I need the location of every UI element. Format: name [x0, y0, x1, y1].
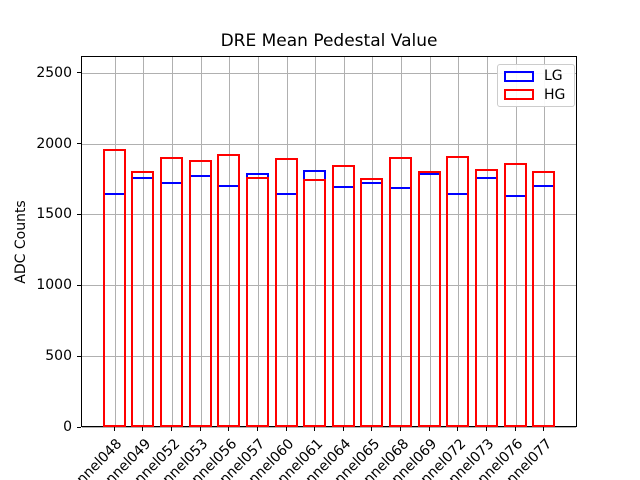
- v-gridline: [401, 57, 403, 426]
- x-tick-mark: [514, 427, 516, 431]
- lg-bar-swatch-icon: [504, 70, 534, 82]
- bar-hg-channel077: [532, 170, 556, 427]
- y-tick-label: 0: [63, 419, 72, 435]
- bar-hg-channel053: [188, 159, 212, 427]
- h-gridline: [82, 214, 576, 216]
- y-tick-label: 1000: [36, 277, 72, 294]
- bar-hg-channel049: [131, 171, 155, 427]
- bar-hg-channel069: [417, 171, 441, 427]
- x-tick-mark: [457, 427, 459, 431]
- x-tick-mark: [400, 427, 402, 431]
- v-gridline: [544, 57, 546, 426]
- v-gridline: [143, 57, 145, 426]
- v-gridline: [200, 57, 202, 426]
- v-gridline: [486, 57, 488, 426]
- v-gridline: [172, 57, 174, 426]
- v-gridline: [229, 57, 231, 426]
- bar-hg-channel073: [474, 168, 498, 427]
- x-tick-mark: [342, 427, 344, 431]
- y-tick-label: 1500: [36, 206, 72, 223]
- chart-title: DRE Mean Pedestal Value: [220, 31, 438, 51]
- x-tick-mark: [142, 427, 144, 431]
- bar-hg-channel052: [160, 157, 184, 427]
- v-gridline: [372, 57, 374, 426]
- legend-entry-hg: HG: [498, 87, 574, 103]
- h-gridline: [82, 285, 576, 287]
- legend-label-hg: HG: [544, 86, 566, 103]
- bar-hg-channel072: [446, 156, 470, 427]
- x-tick-mark: [171, 427, 173, 431]
- v-gridline: [429, 57, 431, 426]
- bar-hg-channel065: [360, 177, 384, 427]
- h-gridline: [82, 143, 576, 145]
- bar-hg-channel057: [245, 176, 269, 427]
- x-tick-mark: [256, 427, 258, 431]
- plot-area: [81, 56, 577, 428]
- bar-hg-channel068: [389, 156, 413, 427]
- y-tick-mark: [77, 426, 81, 428]
- x-tick-mark: [543, 427, 545, 431]
- v-gridline: [257, 57, 259, 426]
- v-gridline: [343, 57, 345, 426]
- bar-hg-channel061: [303, 179, 327, 427]
- y-tick-label: 500: [45, 348, 72, 365]
- y-tick-mark: [77, 355, 81, 357]
- v-gridline: [315, 57, 317, 426]
- y-tick-mark: [77, 143, 81, 145]
- x-tick-mark: [199, 427, 201, 431]
- hg-bar-swatch-icon: [504, 89, 534, 101]
- x-tick-mark: [371, 427, 373, 431]
- x-tick-mark: [285, 427, 287, 431]
- x-tick-mark: [428, 427, 430, 431]
- y-tick-mark: [77, 72, 81, 74]
- h-gridline: [82, 427, 576, 428]
- bar-hg-channel056: [217, 154, 241, 427]
- x-tick-mark: [485, 427, 487, 431]
- bar-hg-channel048: [102, 149, 126, 427]
- legend-label-lg: LG: [544, 68, 563, 85]
- x-tick-mark: [314, 427, 316, 431]
- h-gridline: [82, 72, 576, 74]
- bar-hg-channel060: [274, 157, 298, 427]
- y-tick-mark: [77, 213, 81, 215]
- x-tick-mark: [228, 427, 230, 431]
- v-gridline: [286, 57, 288, 426]
- y-tick-label: 2500: [36, 64, 72, 81]
- legend: LG HG: [497, 64, 575, 107]
- bar-hg-channel076: [503, 162, 527, 427]
- v-gridline: [114, 57, 116, 426]
- h-gridline: [82, 356, 576, 358]
- y-tick-mark: [77, 284, 81, 286]
- v-gridline: [458, 57, 460, 426]
- bar-hg-channel064: [331, 165, 355, 427]
- x-tick-mark: [113, 427, 115, 431]
- v-gridline: [515, 57, 517, 426]
- legend-entry-lg: LG: [498, 68, 574, 84]
- y-tick-label: 2000: [36, 135, 72, 152]
